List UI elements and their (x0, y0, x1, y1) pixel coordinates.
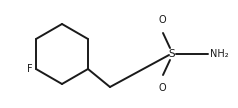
Text: S: S (169, 49, 175, 59)
Text: O: O (158, 83, 166, 93)
Text: O: O (158, 15, 166, 25)
Text: F: F (27, 64, 33, 74)
Text: NH₂: NH₂ (210, 49, 229, 59)
